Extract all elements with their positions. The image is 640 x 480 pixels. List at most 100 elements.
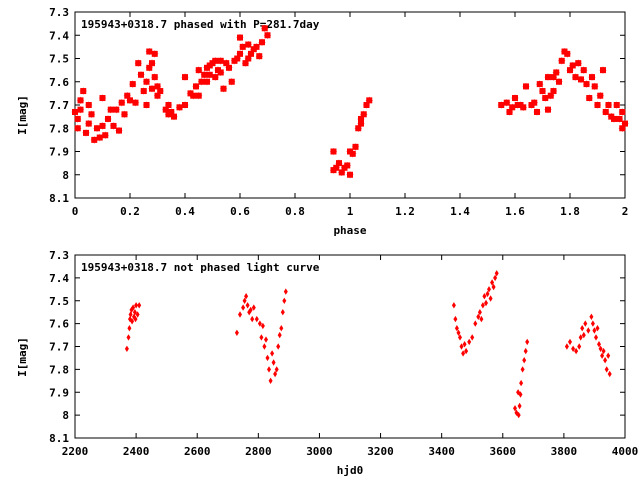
phased-y-tick-label: 7.9 [49, 146, 69, 159]
data-point-marker [120, 110, 129, 119]
data-point-marker [593, 101, 602, 109]
data-point [267, 366, 271, 373]
data-point [248, 306, 253, 314]
data-point-marker [544, 73, 552, 81]
unphased-y-tick-label: 7.5 [49, 295, 69, 308]
data-point-marker [590, 82, 599, 91]
data-point-marker [85, 101, 93, 109]
data-point-marker [96, 133, 104, 142]
phased-x-tick-label: 2 [622, 205, 629, 218]
data-point-marker [511, 94, 519, 102]
phased-plot-frame [74, 11, 626, 199]
data-point-marker [610, 115, 618, 123]
data-point-marker [566, 66, 574, 74]
data-point [580, 325, 585, 332]
data-point-marker [195, 91, 203, 100]
data-point-marker [563, 50, 572, 58]
data-point [238, 311, 242, 318]
data-point-marker [538, 87, 547, 95]
data-point [487, 286, 491, 293]
data-point-marker [541, 94, 550, 102]
data-point-marker [148, 59, 156, 67]
data-point-marker [82, 129, 90, 137]
data-point-marker [170, 112, 178, 121]
data-point [131, 304, 136, 311]
data-point [464, 347, 469, 355]
phased-y-axis-label: I[mag] [16, 95, 29, 135]
data-point [451, 302, 456, 309]
data-point [598, 345, 603, 352]
data-point-marker [153, 91, 162, 100]
data-point [516, 411, 521, 419]
data-point [607, 370, 612, 378]
data-point-marker [206, 71, 214, 79]
data-point-marker [618, 124, 627, 133]
data-point [251, 304, 256, 311]
data-point-marker [98, 94, 107, 102]
data-point [126, 334, 131, 341]
data-point-marker [354, 124, 363, 133]
data-point-marker [104, 115, 112, 123]
data-point-marker [519, 103, 528, 112]
data-point-marker [582, 80, 591, 88]
data-point [458, 334, 462, 341]
data-point [601, 347, 606, 355]
phased-x-tick-label: 1 [347, 205, 354, 218]
data-point [257, 320, 262, 327]
unphased-y-axis-label: I[mag] [16, 337, 29, 377]
data-point [476, 313, 481, 320]
data-point [606, 352, 611, 359]
data-point-marker [577, 75, 585, 84]
data-point [488, 295, 493, 302]
data-point [282, 297, 287, 304]
data-point [493, 274, 498, 282]
data-point [473, 320, 478, 327]
data-point [477, 309, 482, 316]
data-point [279, 325, 284, 332]
data-point [592, 327, 597, 334]
data-point [520, 366, 525, 373]
data-point-marker [222, 59, 230, 67]
data-point-marker [549, 73, 558, 81]
data-point-marker [85, 119, 93, 128]
phased-plot-title: 195943+0318.7 phased with P=281.7day [81, 18, 320, 31]
data-point [461, 350, 466, 357]
data-point [459, 343, 464, 350]
data-point-marker [142, 77, 151, 86]
data-point [453, 315, 458, 323]
data-point [480, 302, 485, 309]
unphased-plot-frame [74, 254, 626, 439]
data-point-marker [134, 59, 142, 67]
data-point-marker [239, 43, 247, 51]
data-point-marker [145, 64, 153, 72]
data-point-marker [164, 101, 173, 109]
data-point [513, 405, 517, 412]
data-point [241, 304, 246, 311]
phased-y-tick-label: 7.4 [49, 29, 69, 42]
data-point-marker [508, 103, 517, 112]
phased-x-tick-label: 1.2 [395, 205, 415, 218]
data-point-marker [574, 59, 583, 67]
phased-x-tick-label: 0.4 [175, 205, 195, 218]
data-point-marker [167, 108, 175, 116]
unphased-x-tick-label: 3200 [367, 445, 394, 458]
phased-y-tick-label: 7.6 [49, 76, 69, 89]
data-point-marker [203, 77, 211, 86]
data-point-marker [137, 71, 145, 79]
unphased-x-tick-label: 2600 [184, 445, 211, 458]
data-point-marker [126, 96, 134, 105]
data-point-marker [255, 52, 264, 60]
data-point-marker [129, 80, 137, 88]
data-point-marker [241, 59, 250, 67]
data-point-marker [131, 98, 140, 107]
data-point-marker [263, 31, 272, 40]
phased-x-axis-label: phase [333, 224, 366, 237]
data-point [134, 302, 139, 309]
data-point [467, 338, 472, 346]
data-point-marker [530, 98, 539, 107]
data-point [577, 343, 582, 350]
unphased-x-tick-label: 3600 [490, 445, 517, 458]
data-point-marker [76, 96, 85, 105]
unphased-x-tick-label: 3000 [306, 445, 333, 458]
data-point [574, 347, 579, 355]
